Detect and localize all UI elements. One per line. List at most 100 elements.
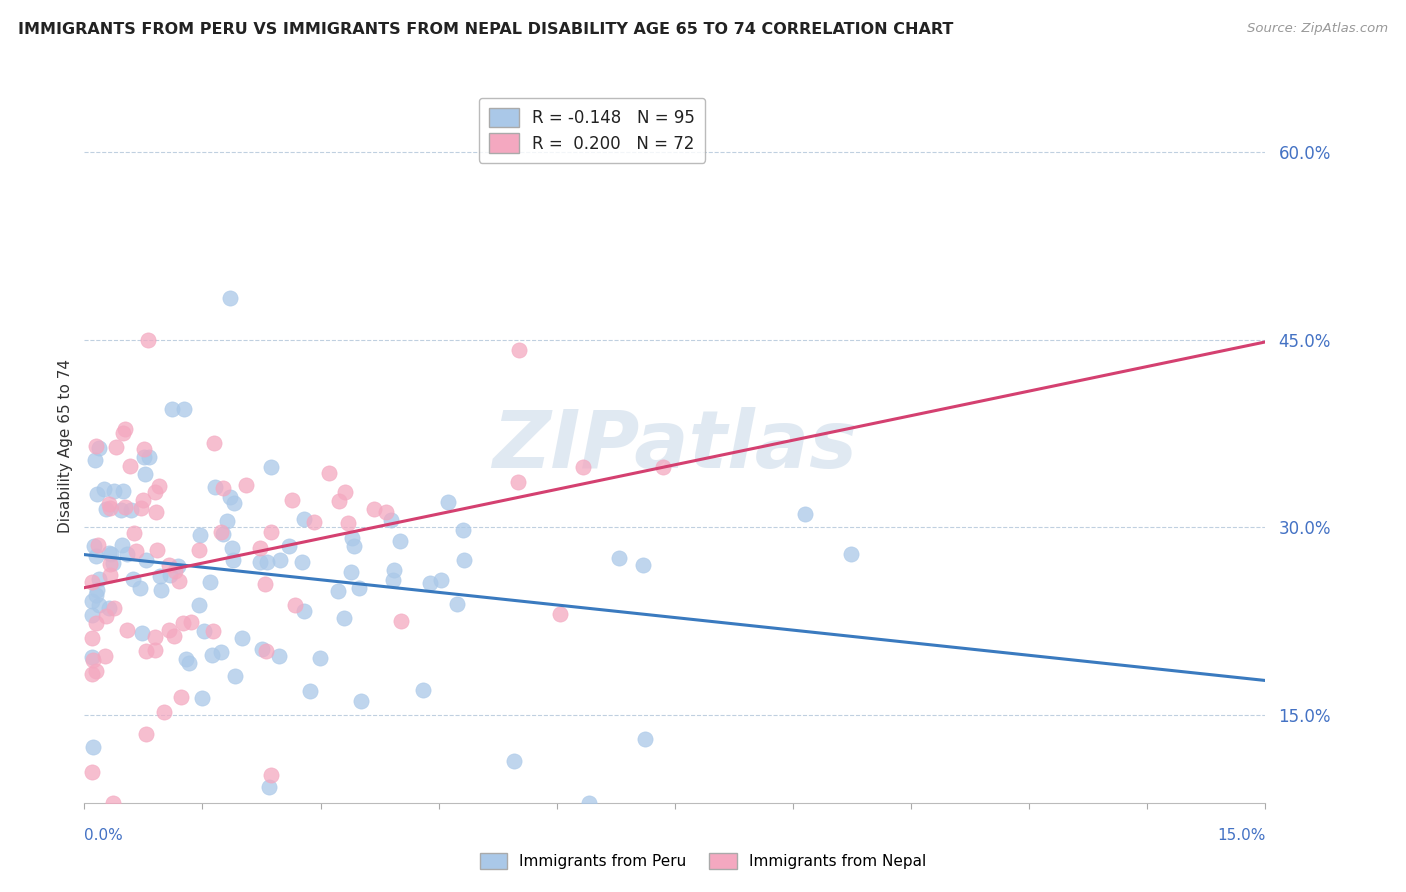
Point	[633, 558, 655, 573]
Point	[269, 553, 291, 567]
Point	[429, 574, 451, 588]
Point	[548, 607, 571, 621]
Point	[103, 484, 125, 499]
Point	[159, 567, 181, 582]
Point	[160, 401, 183, 416]
Point	[259, 780, 281, 795]
Point	[436, 495, 458, 509]
Point	[374, 505, 396, 519]
Point	[149, 569, 172, 583]
Point	[94, 609, 117, 624]
Point	[131, 501, 153, 516]
Point	[339, 565, 361, 579]
Point	[118, 459, 141, 474]
Point	[86, 538, 108, 552]
Point	[298, 683, 321, 698]
Point	[381, 574, 404, 588]
Point	[180, 615, 202, 629]
Point	[157, 558, 180, 572]
Point	[277, 539, 299, 553]
Point	[388, 533, 411, 548]
Point	[209, 524, 232, 539]
Point	[143, 630, 166, 644]
Point	[337, 516, 360, 530]
Point	[170, 690, 193, 705]
Point	[222, 553, 245, 567]
Point	[94, 648, 117, 663]
Point	[839, 547, 862, 561]
Point	[122, 572, 145, 586]
Point	[131, 625, 153, 640]
Point	[148, 479, 170, 493]
Point	[86, 664, 108, 678]
Point	[135, 553, 157, 567]
Point	[82, 765, 104, 780]
Point	[212, 526, 235, 541]
Point	[120, 503, 142, 517]
Point	[607, 551, 630, 566]
Point	[83, 539, 105, 553]
Point	[112, 425, 135, 440]
Point	[502, 754, 524, 768]
Point	[508, 343, 530, 358]
Point	[96, 501, 118, 516]
Point	[134, 467, 156, 482]
Point	[98, 497, 121, 511]
Point	[269, 648, 291, 663]
Text: IMMIGRANTS FROM PERU VS IMMIGRANTS FROM NEPAL DISABILITY AGE 65 TO 74 CORRELATIO: IMMIGRANTS FROM PERU VS IMMIGRANTS FROM …	[18, 22, 953, 37]
Point	[136, 333, 159, 347]
Point	[224, 669, 246, 683]
Point	[219, 291, 242, 305]
Point	[82, 594, 104, 608]
Text: 0.0%: 0.0%	[84, 828, 124, 843]
Point	[138, 450, 160, 464]
Point	[571, 460, 593, 475]
Point	[100, 547, 122, 561]
Point	[134, 442, 156, 457]
Point	[260, 459, 283, 474]
Point	[84, 588, 107, 602]
Point	[82, 650, 104, 665]
Point	[419, 575, 441, 590]
Point	[249, 555, 271, 569]
Point	[84, 440, 107, 454]
Point	[143, 643, 166, 657]
Point	[145, 505, 167, 519]
Point	[167, 559, 190, 574]
Point	[211, 481, 233, 495]
Point	[204, 480, 226, 494]
Point	[82, 574, 104, 589]
Point	[93, 482, 115, 496]
Point	[793, 507, 815, 521]
Point	[117, 547, 139, 561]
Point	[260, 524, 283, 539]
Point	[167, 574, 190, 588]
Point	[292, 604, 315, 618]
Point	[114, 422, 136, 436]
Point	[318, 466, 340, 480]
Point	[84, 549, 107, 563]
Point	[235, 477, 257, 491]
Point	[103, 601, 125, 615]
Point	[187, 598, 209, 612]
Point	[103, 796, 125, 810]
Point	[86, 486, 108, 500]
Point	[363, 502, 385, 516]
Point	[508, 475, 530, 489]
Point	[82, 631, 104, 645]
Point	[176, 651, 198, 665]
Point	[101, 557, 124, 571]
Point	[89, 572, 111, 586]
Point	[143, 485, 166, 500]
Point	[281, 492, 304, 507]
Point	[146, 543, 169, 558]
Point	[284, 598, 307, 612]
Point	[191, 690, 214, 705]
Point	[89, 441, 111, 455]
Point	[163, 565, 186, 579]
Point	[231, 631, 253, 645]
Point	[193, 624, 215, 638]
Point	[201, 624, 224, 639]
Point	[97, 546, 120, 560]
Point	[122, 525, 145, 540]
